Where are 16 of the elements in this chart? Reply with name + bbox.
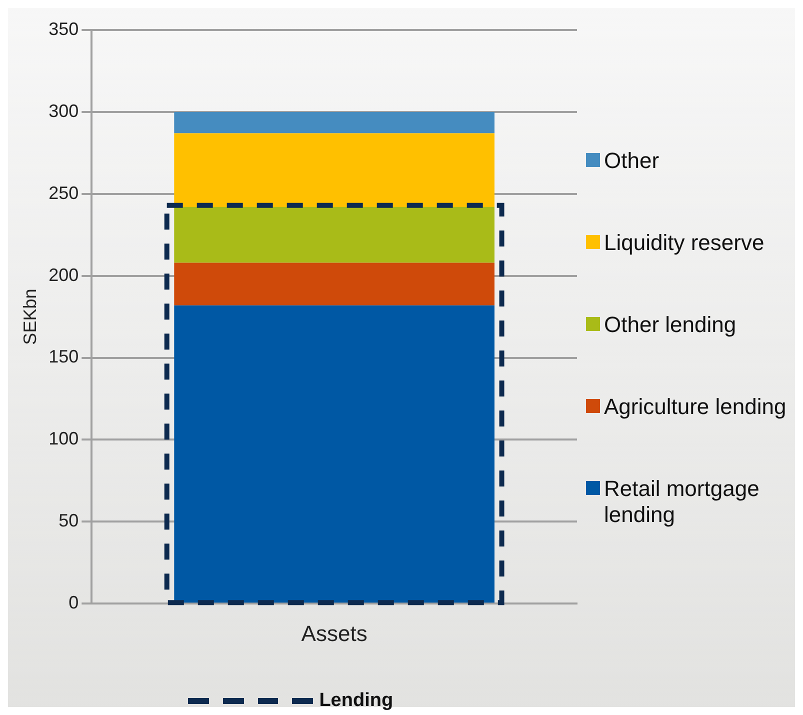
x-tick-label: Assets: [301, 620, 368, 646]
legend-label: Liquidity reserve: [604, 230, 764, 256]
legend-label: Agriculture lending: [604, 394, 786, 420]
y-tick-label: 350: [48, 18, 79, 39]
y-tick-label: 300: [48, 100, 79, 121]
y-tick-label: 50: [58, 510, 79, 531]
y-axis-title: SEKbn: [20, 288, 40, 345]
y-tick-label: 100: [48, 428, 79, 449]
legend-label: Lending: [319, 690, 394, 712]
y-tick-label: 0: [68, 592, 79, 613]
y-tick-label: 150: [48, 346, 79, 367]
y-tick-label: 200: [48, 264, 79, 285]
legend-label: Other lending: [604, 312, 736, 338]
legend-label: Other: [604, 148, 660, 174]
legend-label: Retail mortgage lending: [604, 476, 760, 528]
y-tick-label: 250: [48, 182, 79, 203]
